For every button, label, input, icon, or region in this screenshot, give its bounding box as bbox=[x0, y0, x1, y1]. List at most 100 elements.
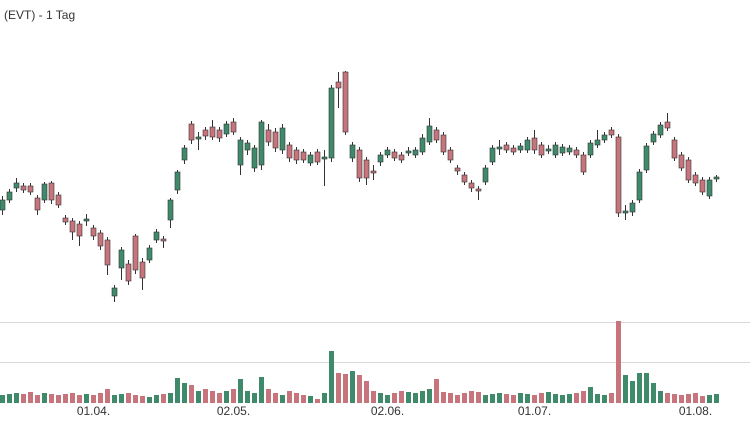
candle-body bbox=[27, 185, 34, 193]
volume-bar bbox=[343, 374, 348, 403]
volume-bar bbox=[301, 395, 306, 403]
volume-bar bbox=[182, 383, 187, 403]
candle-body bbox=[377, 154, 384, 163]
volume-bar bbox=[126, 393, 131, 403]
candle-body bbox=[496, 146, 503, 150]
volume-bar bbox=[483, 395, 488, 403]
candle-body bbox=[678, 154, 685, 169]
candle-body bbox=[489, 147, 496, 163]
volume-bar bbox=[112, 395, 117, 403]
volume-bar bbox=[252, 393, 257, 403]
volume-bar bbox=[42, 393, 47, 403]
candle-body bbox=[83, 218, 90, 222]
volume-bar bbox=[644, 373, 649, 403]
candle-body bbox=[279, 127, 286, 151]
volume-bar bbox=[693, 393, 698, 403]
candle-body bbox=[524, 139, 531, 151]
volume-bar bbox=[273, 393, 278, 403]
candle-body bbox=[426, 125, 433, 143]
volume-bar bbox=[168, 393, 173, 403]
volume-bar bbox=[315, 399, 320, 403]
candle-body bbox=[55, 194, 62, 206]
candle-body bbox=[160, 238, 167, 242]
candle-body bbox=[34, 197, 41, 211]
volume-bar bbox=[385, 395, 390, 403]
volume-bar bbox=[637, 373, 642, 403]
volume-bar bbox=[378, 393, 383, 403]
candle-body bbox=[510, 147, 517, 153]
candle-body bbox=[272, 131, 279, 149]
candle-body bbox=[580, 154, 587, 173]
volume-bar bbox=[623, 375, 628, 403]
volume-bar bbox=[420, 391, 425, 403]
volume-bar bbox=[399, 391, 404, 403]
candle-body bbox=[685, 159, 692, 181]
candle-body bbox=[328, 87, 335, 159]
candle-body bbox=[90, 227, 97, 237]
candle-body bbox=[188, 123, 195, 141]
candle-body bbox=[482, 167, 489, 183]
volume-bar bbox=[504, 394, 509, 403]
volume-bar bbox=[609, 393, 614, 403]
candle-body bbox=[321, 156, 328, 160]
candle-body bbox=[349, 144, 356, 159]
candle-body bbox=[468, 182, 475, 189]
candle-body bbox=[699, 179, 706, 193]
volume-bar bbox=[0, 395, 5, 403]
x-tick-label: 01.04. bbox=[77, 404, 110, 418]
candle-body bbox=[195, 136, 202, 140]
candle-body bbox=[664, 121, 671, 129]
candle-body bbox=[412, 149, 419, 156]
volume-bar bbox=[322, 393, 327, 403]
candle-body bbox=[167, 199, 174, 221]
candle-body bbox=[20, 185, 27, 191]
volume-bar bbox=[91, 395, 96, 403]
candle-body bbox=[475, 188, 482, 192]
volume-bar bbox=[217, 393, 222, 403]
volume-bar bbox=[280, 395, 285, 403]
volume-bar bbox=[553, 394, 558, 403]
candle-body bbox=[706, 179, 713, 197]
candle-body bbox=[111, 287, 118, 297]
volume-bar bbox=[308, 396, 313, 403]
volume-bar bbox=[56, 395, 61, 403]
volume-bar bbox=[245, 391, 250, 403]
volume-bar bbox=[469, 391, 474, 403]
volume-bar bbox=[497, 393, 502, 403]
volume-bar bbox=[406, 392, 411, 403]
candle-body bbox=[650, 133, 657, 143]
volume-bar bbox=[63, 394, 68, 403]
volume-bar bbox=[14, 393, 19, 403]
volume-bar bbox=[546, 392, 551, 403]
volume-bar bbox=[427, 389, 432, 403]
candle-body bbox=[454, 167, 461, 172]
volume-bar bbox=[287, 391, 292, 403]
volume-bar bbox=[175, 378, 180, 403]
volume-bar bbox=[238, 379, 243, 403]
candle-body bbox=[384, 149, 391, 156]
candle-body bbox=[538, 144, 545, 156]
volume-bar bbox=[7, 394, 12, 403]
chart-title: (EVT) - 1 Tag bbox=[4, 8, 75, 22]
x-tick-label: 01.07. bbox=[518, 404, 551, 418]
volume-bar bbox=[21, 394, 26, 403]
candle-body bbox=[622, 210, 629, 214]
volume-bar bbox=[630, 381, 635, 403]
candle-body bbox=[643, 145, 650, 171]
candle-body bbox=[671, 139, 678, 159]
volume-bar bbox=[665, 393, 670, 403]
volume-bar bbox=[525, 394, 530, 403]
candle-body bbox=[293, 149, 300, 161]
candle-body bbox=[237, 139, 244, 166]
volume-bar bbox=[455, 395, 460, 403]
volume-bar bbox=[350, 371, 355, 403]
volume-bar bbox=[357, 375, 362, 403]
candle-body bbox=[97, 232, 104, 247]
candle-body bbox=[286, 144, 293, 159]
volume-bar bbox=[441, 392, 446, 403]
volume-bar bbox=[672, 394, 677, 403]
volume-bar bbox=[490, 394, 495, 403]
candle-body bbox=[594, 139, 601, 146]
volume-bar bbox=[336, 373, 341, 403]
